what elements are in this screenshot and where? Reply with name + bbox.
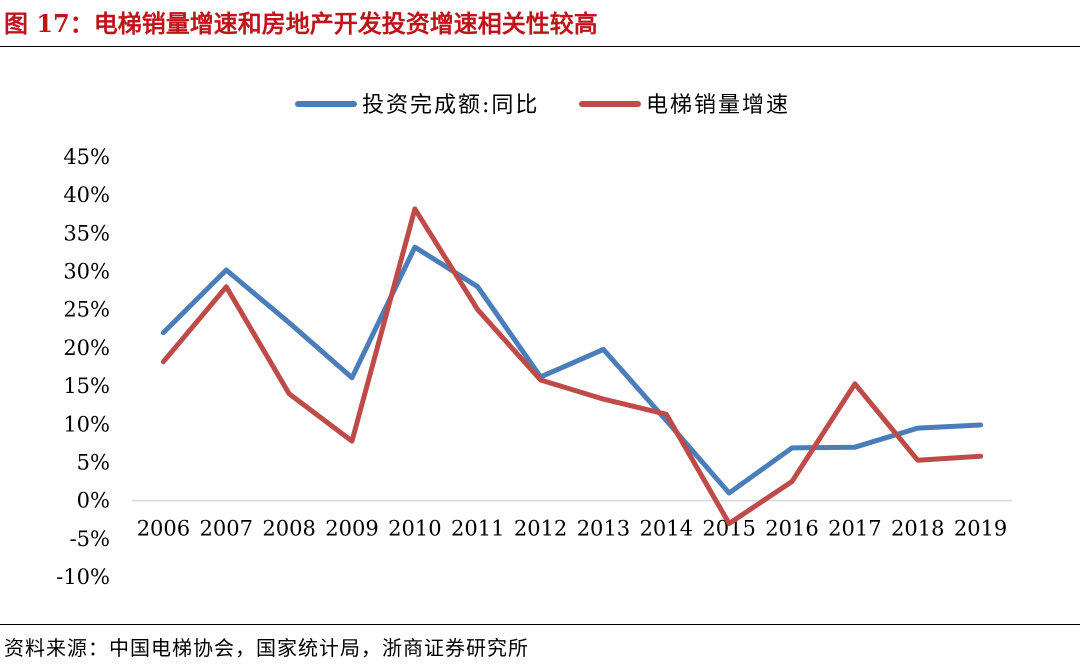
x-tick-label: 2019 [954,517,1007,541]
y-tick-label: 20% [63,336,110,360]
series-line-1 [160,244,984,496]
y-tick-label: -5% [70,527,110,551]
legend-label-1: 投资完成额:同比 [362,93,539,118]
figure-title: 图 17：电梯销量增速和房地产开发投资增速相关性较高 [4,9,598,38]
x-tick-label: 2009 [325,517,378,541]
legend-label-2: 电梯销量增速 [646,93,790,118]
x-tick-label: 2010 [388,517,441,541]
y-tick-label: -10% [56,565,110,589]
series-lines [160,206,984,526]
y-tick-label: 10% [63,412,110,436]
y-tick-label: 35% [63,221,110,245]
x-tick-label: 2017 [828,517,881,541]
source-note: 资料来源：中国电梯协会，国家统计局，浙商证券研究所 [4,636,529,660]
y-tick-label: 15% [63,374,110,398]
legend: 投资完成额:同比 电梯销量增速 [295,93,790,118]
y-tick-label: 40% [63,183,110,207]
y-tick-label: 30% [63,260,110,284]
x-tick-label: 2007 [200,517,253,541]
y-tick-label: 45% [63,145,110,169]
x-tick-label: 2016 [765,517,818,541]
y-tick-label: 5% [77,450,110,474]
title-divider [0,46,1080,47]
line-chart: 投资完成额:同比 电梯销量增速 45% 40% 35% 30% 25% 20% 15% 10% 5… [56,93,1012,589]
x-tick-label: 2013 [577,517,630,541]
x-tick-label: 2008 [262,517,315,541]
y-axis-tick-labels: 45% 40% 35% 30% 25% 20% 15% 10% 5% 0% -5% -10% [56,145,110,589]
source-divider [0,624,1080,625]
x-tick-label: 2018 [891,517,944,541]
x-axis-tick-labels: 2006 2007 2008 2009 2010 2011 2012 2013 2014 2015… [137,517,1008,541]
x-tick-label: 2006 [137,517,190,541]
x-tick-label: 2014 [640,517,693,541]
y-tick-label: 25% [63,298,110,322]
y-tick-label: 0% [77,489,110,513]
x-tick-label: 2011 [451,517,504,541]
series-line-2 [160,206,984,526]
x-tick-label: 2012 [514,517,567,541]
